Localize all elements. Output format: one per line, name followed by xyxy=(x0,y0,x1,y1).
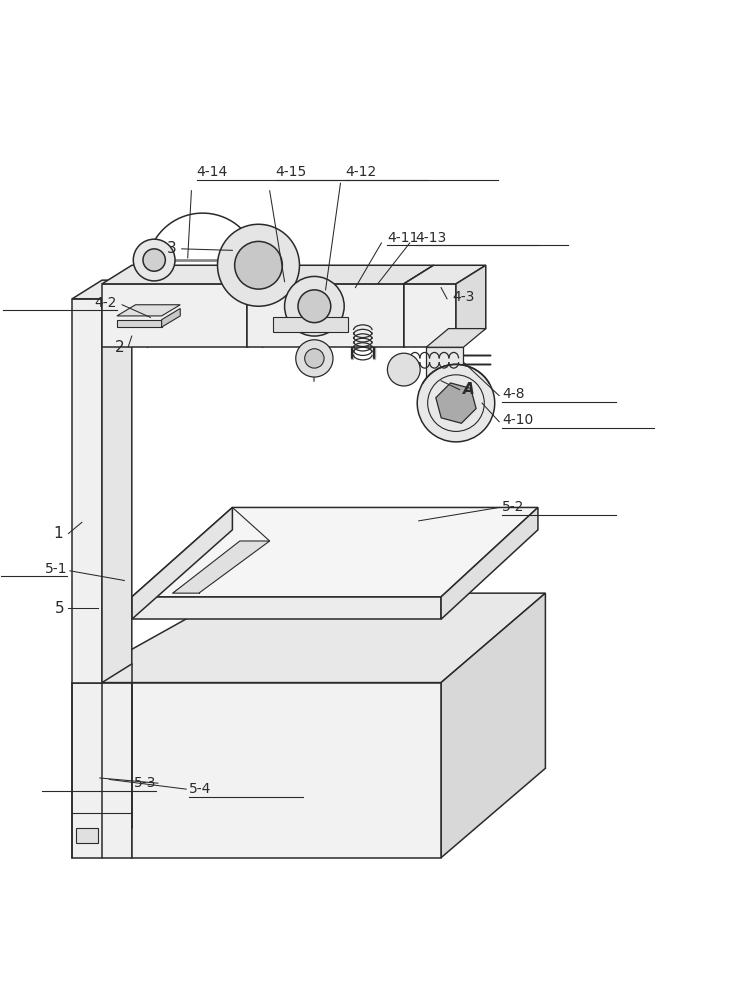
Polygon shape xyxy=(404,265,485,284)
Circle shape xyxy=(298,290,331,323)
Text: 2: 2 xyxy=(114,340,124,355)
Polygon shape xyxy=(73,299,102,683)
Text: 5-3: 5-3 xyxy=(134,776,156,790)
Circle shape xyxy=(304,349,324,368)
Text: 5-2: 5-2 xyxy=(502,500,524,514)
Text: A: A xyxy=(464,382,475,397)
Polygon shape xyxy=(132,507,538,597)
Polygon shape xyxy=(73,593,545,683)
Polygon shape xyxy=(102,265,277,284)
Polygon shape xyxy=(76,828,98,843)
Text: 5: 5 xyxy=(55,601,65,616)
Polygon shape xyxy=(248,265,277,347)
Text: 4-3: 4-3 xyxy=(453,290,475,304)
Circle shape xyxy=(387,353,420,386)
Polygon shape xyxy=(436,383,476,423)
Polygon shape xyxy=(132,507,233,619)
Polygon shape xyxy=(441,507,538,619)
Polygon shape xyxy=(274,317,348,332)
Polygon shape xyxy=(132,597,441,619)
Text: 4-13: 4-13 xyxy=(416,231,447,245)
Text: 4-11: 4-11 xyxy=(387,231,419,245)
Polygon shape xyxy=(441,593,545,858)
Text: 4-10: 4-10 xyxy=(502,413,533,427)
Polygon shape xyxy=(117,320,162,327)
Circle shape xyxy=(235,241,282,289)
Polygon shape xyxy=(426,347,464,381)
Polygon shape xyxy=(132,683,441,858)
Text: 1: 1 xyxy=(53,526,63,541)
Polygon shape xyxy=(73,280,132,299)
Text: 5-4: 5-4 xyxy=(189,782,212,796)
Polygon shape xyxy=(102,284,248,347)
Polygon shape xyxy=(117,305,180,316)
Polygon shape xyxy=(456,265,485,347)
Polygon shape xyxy=(102,280,132,683)
Circle shape xyxy=(218,224,299,306)
Polygon shape xyxy=(162,308,180,327)
Polygon shape xyxy=(248,265,434,284)
Polygon shape xyxy=(426,329,485,347)
Circle shape xyxy=(284,276,344,336)
Text: 4-15: 4-15 xyxy=(275,165,307,179)
Polygon shape xyxy=(73,683,132,858)
Text: 4-14: 4-14 xyxy=(197,165,228,179)
Polygon shape xyxy=(404,265,434,347)
Text: 4-2: 4-2 xyxy=(94,296,117,310)
Polygon shape xyxy=(173,541,270,593)
Polygon shape xyxy=(248,284,404,347)
Text: 5-1: 5-1 xyxy=(44,562,67,576)
Circle shape xyxy=(133,239,175,281)
Text: 4-8: 4-8 xyxy=(502,387,524,401)
Circle shape xyxy=(417,364,494,442)
Text: 4-12: 4-12 xyxy=(346,165,377,179)
Text: 3: 3 xyxy=(167,241,177,256)
Circle shape xyxy=(143,249,165,271)
Polygon shape xyxy=(404,284,456,347)
Circle shape xyxy=(295,340,333,377)
